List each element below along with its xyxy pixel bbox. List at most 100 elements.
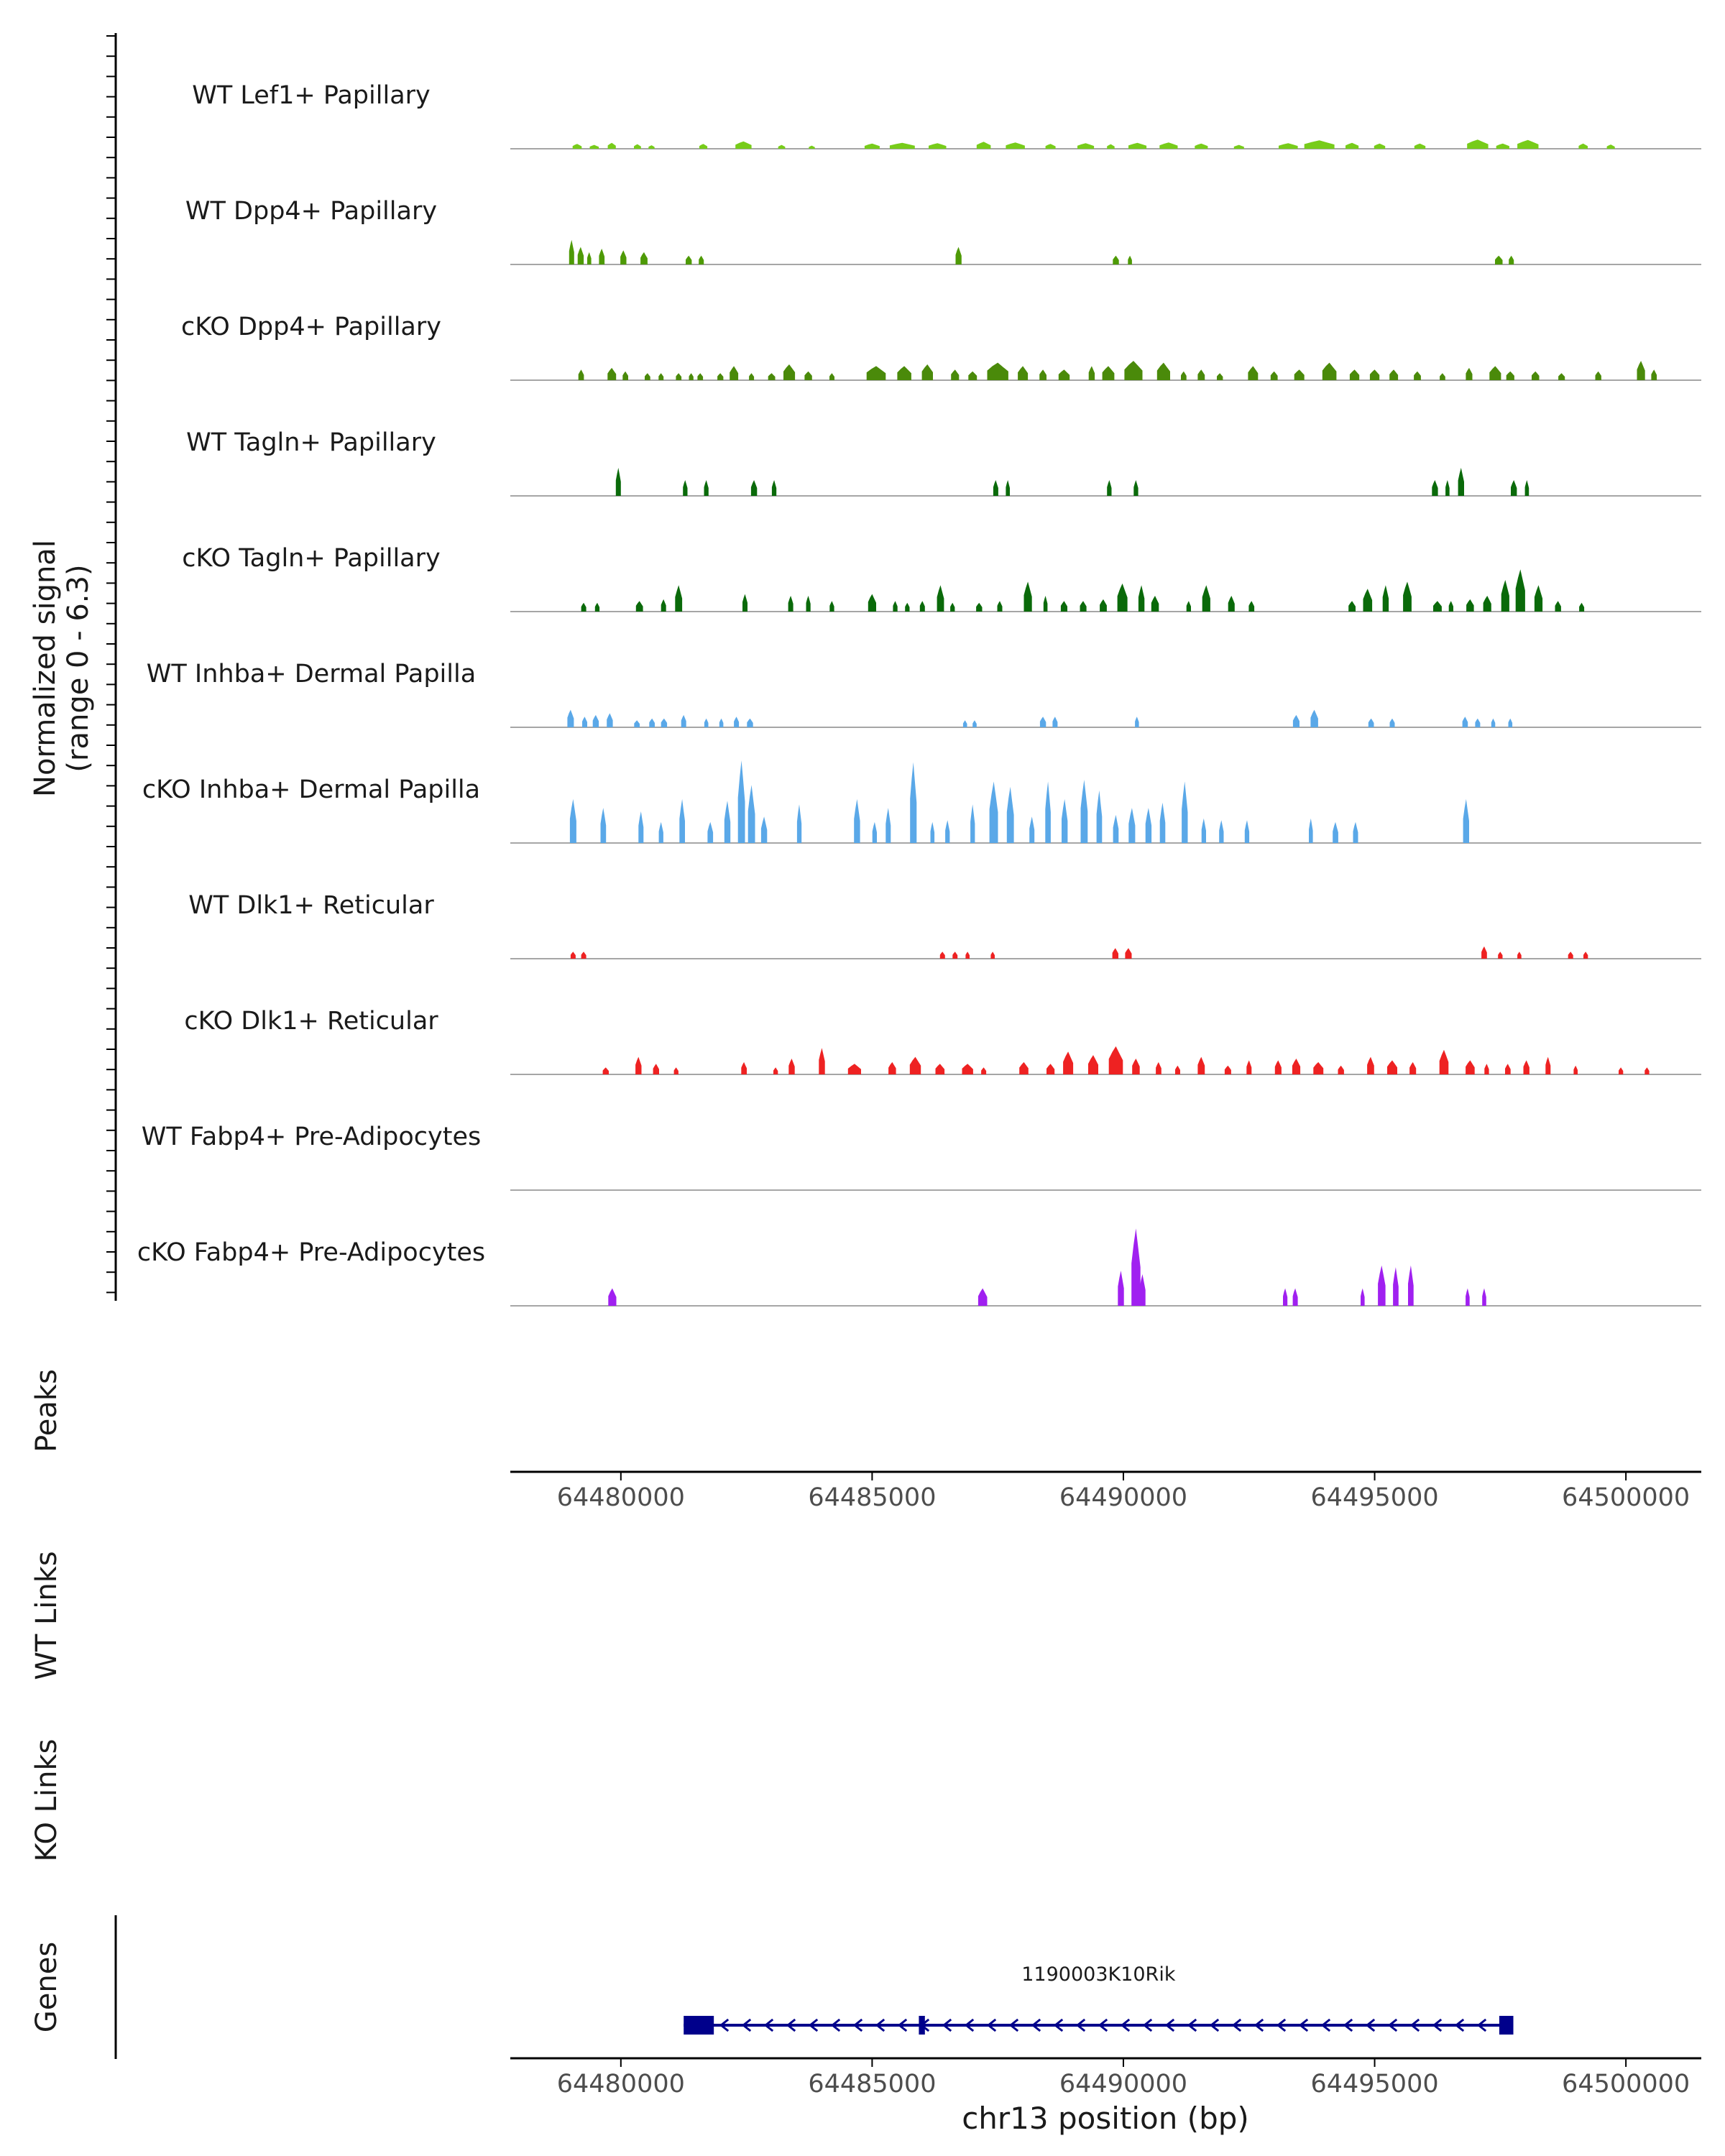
x-tick-label: 64485000: [808, 1483, 936, 1512]
signal-peak: [1006, 786, 1014, 843]
signal-peak: [1102, 366, 1115, 380]
signal-peak: [1118, 1271, 1124, 1306]
signal-peak: [697, 373, 704, 380]
signal-peak: [939, 952, 945, 959]
signal-peak: [929, 143, 947, 149]
signal-peak: [854, 798, 860, 843]
x-tick-label: 64500000: [1562, 1483, 1690, 1512]
strand-arrow: [1276, 2018, 1287, 2032]
signal-peak: [622, 371, 628, 380]
signal-peak: [1440, 373, 1445, 380]
signal-peak: [570, 952, 576, 959]
peaks-track-label: Peaks: [30, 1369, 63, 1452]
signal-peak: [1080, 780, 1088, 843]
signal-peak: [648, 145, 655, 149]
signal-peak: [1491, 718, 1496, 727]
signal-peak: [1080, 601, 1087, 612]
signal-peak: [1294, 369, 1305, 380]
signal-peak: [1517, 952, 1522, 959]
signal-peak: [578, 369, 584, 380]
strand-arrow: [1053, 2018, 1064, 2032]
signal-peak: [1058, 369, 1070, 380]
strand-arrow: [964, 2018, 975, 2032]
signal-peak: [1508, 718, 1513, 727]
signal-peak: [993, 480, 998, 496]
signal-peak: [683, 480, 688, 496]
signal-peak: [1248, 601, 1255, 612]
signal-peak: [1077, 143, 1095, 149]
signal-peak: [1483, 596, 1491, 612]
signal-peak: [864, 143, 880, 149]
signal-peak: [653, 1064, 659, 1074]
strand-arrow: [1320, 2018, 1331, 2032]
strand-arrow: [1120, 2018, 1131, 2032]
signal-peak: [1024, 581, 1032, 612]
signal-peak: [1505, 1064, 1511, 1074]
signal-peak: [1467, 139, 1489, 149]
signal-peak: [955, 247, 962, 264]
signal-peak: [1186, 601, 1191, 612]
signal-peak: [937, 585, 944, 612]
signal-peak: [804, 371, 812, 380]
signal-peak: [581, 952, 586, 959]
strand-arrow: [1098, 2018, 1108, 2032]
signal-peak: [1466, 1060, 1475, 1074]
signal-peak: [1096, 790, 1103, 843]
signal-peak: [1475, 718, 1481, 727]
signal-peak: [1088, 366, 1095, 380]
signal-peak: [1046, 1064, 1055, 1074]
signal-peak: [658, 373, 664, 380]
signal-peak: [1113, 814, 1119, 843]
signal-peak: [952, 952, 958, 959]
signal-peak: [1248, 366, 1259, 380]
strand-arrow: [852, 2018, 863, 2032]
strand-arrow: [1476, 2018, 1487, 2032]
signal-peak: [1045, 144, 1056, 149]
signal-peak: [768, 373, 776, 380]
track-label: cKO Tagln+ Papillary: [182, 544, 441, 573]
signal-peak: [699, 144, 708, 149]
signal-peak: [747, 718, 753, 727]
signal-peak: [1481, 946, 1487, 959]
signal-peak: [1489, 366, 1501, 380]
signal-peak: [886, 808, 891, 843]
signal-peak: [788, 596, 794, 612]
signal-peak: [1274, 1060, 1282, 1074]
signal-peak: [569, 798, 576, 843]
signal-peak: [572, 144, 582, 149]
signal-peak: [1466, 599, 1474, 612]
y-axis-ticks: [106, 35, 116, 1294]
wt-links-track-label: WT Links: [30, 1551, 63, 1680]
signal-peak: [1619, 1067, 1624, 1074]
signal-peak: [1156, 1061, 1162, 1074]
signal-peak: [1348, 601, 1356, 612]
signal-peak: [987, 362, 1008, 380]
signal-peak: [1292, 1288, 1298, 1306]
strand-arrow: [763, 2018, 774, 2032]
strand-arrow: [786, 2018, 796, 2032]
signal-peak: [1408, 1265, 1414, 1306]
signal-peak: [681, 714, 686, 727]
signal-peak: [968, 371, 978, 380]
track-8: cKO Dlk1+ Reticular: [184, 1007, 1701, 1075]
signal-peak: [1292, 714, 1300, 727]
strand-arrow: [942, 2018, 952, 2032]
signal-peak: [1432, 480, 1438, 496]
track-label: cKO Dlk1+ Reticular: [184, 1007, 438, 1036]
signal-peak: [909, 1056, 921, 1074]
gene-exon: [919, 2016, 925, 2035]
strand-arrow: [1432, 2018, 1443, 2032]
signal-peak: [819, 1048, 825, 1074]
signal-peak: [1506, 371, 1514, 380]
signal-peak: [1313, 1061, 1324, 1074]
signal-peak: [1181, 371, 1187, 380]
signal-peak: [1182, 781, 1188, 843]
signal-peak: [1228, 596, 1235, 612]
signal-peak: [1495, 255, 1503, 264]
signal-peak: [1606, 144, 1615, 149]
signal-peak: [1112, 948, 1118, 959]
signal-peak: [1595, 371, 1601, 380]
signal-peak: [788, 1059, 795, 1074]
